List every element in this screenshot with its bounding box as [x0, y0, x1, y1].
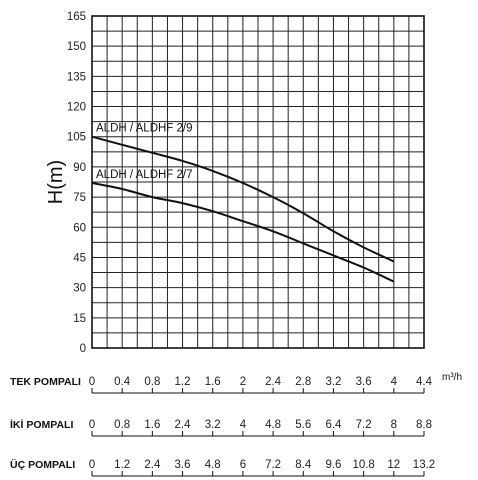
- y-tick-label: 165: [67, 11, 86, 23]
- x-tick-label: 1.6: [205, 376, 221, 388]
- chart-grid: [91, 15, 425, 349]
- y-tick-label: 45: [73, 252, 86, 264]
- x-tick-label: 7.2: [356, 419, 372, 431]
- x-tick-label: 8.8: [416, 419, 432, 431]
- curve-label-1: ALDH / ALDHF 2/9: [96, 123, 193, 135]
- x-tick-label: 1.6: [144, 419, 160, 431]
- x-tick-label: 0.4: [114, 376, 131, 388]
- y-axis-ticks: 0 15 30 45 60 75 90 105 120 135 150 165: [67, 11, 86, 355]
- x-tick-label: 6.4: [325, 419, 342, 431]
- x-tick-label: 0.8: [144, 376, 160, 388]
- curves-layer: ALDH / ALDHF 2/9 ALDH / ALDHF 2/7: [91, 123, 395, 283]
- x-tick-label: 13.2: [413, 459, 435, 471]
- curve-label-2: ALDH / ALDHF 2/7: [96, 169, 193, 181]
- curve-line-1: [91, 135, 395, 263]
- x-tick-label: 0: [89, 459, 95, 471]
- x-scale-row: TEK POMPALI 0 0.4 0.8 1.2 1.6 2 2.4 2.8 3.2 3.6 4 4.…: [10, 376, 433, 394]
- x-tick-label: 3.6: [356, 376, 372, 388]
- x-tick-label: 3.2: [205, 419, 221, 431]
- x-tick-label: 1.2: [175, 376, 191, 388]
- x-scale-label: TEK POMPALI: [10, 376, 81, 388]
- x-tick-label: 2.4: [265, 376, 282, 388]
- y-axis-label: H(m): [45, 160, 67, 204]
- x-tick-label: 2.4: [175, 419, 192, 431]
- x-tick-label: 4.8: [265, 419, 281, 431]
- x-tick-label: 0: [89, 419, 95, 431]
- x-tick-label: 4: [391, 376, 398, 388]
- y-tick-label: 30: [73, 283, 86, 295]
- x-tick-label: 7.2: [265, 459, 281, 471]
- x-scale-label: İKİ POMPALI: [10, 418, 73, 431]
- x-tick-label: 10.8: [352, 459, 374, 471]
- y-tick-label: 120: [67, 102, 86, 114]
- x-tick-label: 1.2: [114, 459, 130, 471]
- x-tick-label: 3.2: [325, 376, 341, 388]
- x-tick-label: 9.6: [325, 459, 341, 471]
- y-tick-label: 0: [80, 343, 86, 355]
- x-axis-unit: m³/h: [442, 372, 462, 383]
- y-tick-label: 75: [73, 192, 86, 204]
- x-tick-label: 0.8: [114, 419, 130, 431]
- x-scale-row: İKİ POMPALI 0 0.8 1.6 2.4 3.2 4 4.8 5.6 6.4 7.2 8 8.…: [10, 418, 432, 437]
- x-tick-label: 8.4: [295, 459, 312, 471]
- y-tick-label: 15: [73, 313, 86, 325]
- x-tick-label: 5.6: [295, 419, 311, 431]
- x-tick-label: 0: [89, 376, 95, 388]
- x-scale-label: ÜÇ POMPALI: [10, 458, 75, 471]
- x-tick-label: 3.6: [175, 459, 191, 471]
- x-tick-label: 4.4: [416, 376, 433, 388]
- y-tick-label: 60: [73, 222, 86, 234]
- curve-line-2: [91, 182, 395, 283]
- x-tick-label: 2.8: [295, 376, 311, 388]
- x-tick-label: 6: [240, 459, 246, 471]
- plot-frame: [91, 15, 425, 349]
- x-axis-scales: TEK POMPALI 0 0.4 0.8 1.2 1.6 2 2.4 2.8 3.2 3.6 4 4.…: [10, 376, 435, 477]
- x-scale-row: ÜÇ POMPALI 0 1.2 2.4 3.6 4.8 6 7.2 8.4 9.6 10.8 12 1…: [10, 458, 435, 477]
- y-tick-label: 90: [73, 162, 86, 174]
- y-tick-label: 105: [67, 132, 86, 144]
- y-tick-label: 135: [67, 71, 86, 83]
- x-tick-label: 2.4: [144, 459, 161, 471]
- x-tick-label: 4: [240, 419, 247, 431]
- x-tick-label: 4.8: [205, 459, 221, 471]
- x-tick-label: 8: [391, 419, 397, 431]
- x-tick-label: 12: [387, 459, 400, 471]
- x-tick-label: 2: [240, 376, 246, 388]
- y-tick-label: 150: [67, 41, 86, 53]
